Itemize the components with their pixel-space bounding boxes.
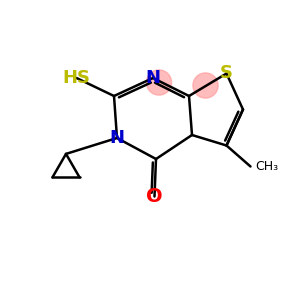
Text: N: N xyxy=(110,129,124,147)
Text: N: N xyxy=(146,69,160,87)
Text: S: S xyxy=(220,64,233,82)
Text: CH₃: CH₃ xyxy=(255,160,278,173)
Text: O: O xyxy=(146,187,163,206)
Text: HS: HS xyxy=(62,69,91,87)
Circle shape xyxy=(146,70,172,95)
Circle shape xyxy=(193,73,218,98)
